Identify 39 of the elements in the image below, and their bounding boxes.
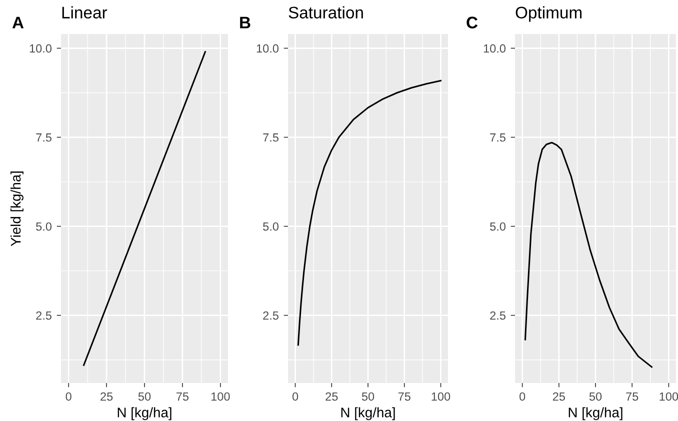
x-tick-label: 0: [66, 392, 72, 401]
text: A: [12, 16, 24, 28]
text: B: [240, 16, 250, 28]
y-tick-label: 2.5: [490, 311, 506, 320]
x-tick-label: 25: [552, 392, 565, 401]
chart-title: Saturation: [288, 6, 363, 18]
x-tick-label: 100: [211, 392, 230, 401]
x-tick-label: 50: [138, 392, 151, 401]
y-tick-label: 7.5: [263, 133, 278, 142]
x-tick-label: 100: [432, 392, 450, 401]
x-tick-label: 75: [626, 392, 638, 401]
y-tick-label: 10.0: [256, 44, 279, 53]
y-tick-label: 7.5: [36, 133, 52, 142]
line-series: [524, 142, 652, 368]
x-tick-label: 75: [176, 392, 189, 401]
y-tick-label: 10.0: [30, 44, 52, 53]
line-series: [297, 80, 442, 346]
x-tick-label: 50: [589, 392, 602, 401]
x-tick-label: 50: [362, 392, 374, 401]
x-axis-title: N [kg/ha]: [341, 407, 395, 420]
chart-title: Linear: [62, 6, 108, 18]
y-tick-label: 2.5: [263, 311, 278, 320]
y-axis-title: Yield [kg/ha]: [10, 172, 24, 246]
x-tick-label: 0: [519, 392, 526, 401]
x-tick-label: 75: [398, 392, 410, 401]
x-axis-title: N [kg/ha]: [118, 407, 172, 420]
text: C: [466, 16, 478, 28]
x-tick-label: 25: [326, 392, 338, 401]
x-tick-label: 0: [292, 392, 298, 401]
y-tick-label: 5.0: [36, 222, 52, 231]
y-tick-label: 7.5: [490, 133, 506, 142]
y-tick-label: 10.0: [484, 44, 506, 53]
x-tick-label: 100: [660, 392, 678, 401]
y-tick-label: 2.5: [36, 311, 52, 320]
y-tick-label: 5.0: [263, 222, 279, 231]
x-axis-title: N [kg/ha]: [568, 407, 622, 420]
x-tick-label: 25: [100, 392, 113, 401]
chart-title: Optimum: [516, 6, 582, 22]
y-tick-label: 5.0: [490, 222, 506, 231]
